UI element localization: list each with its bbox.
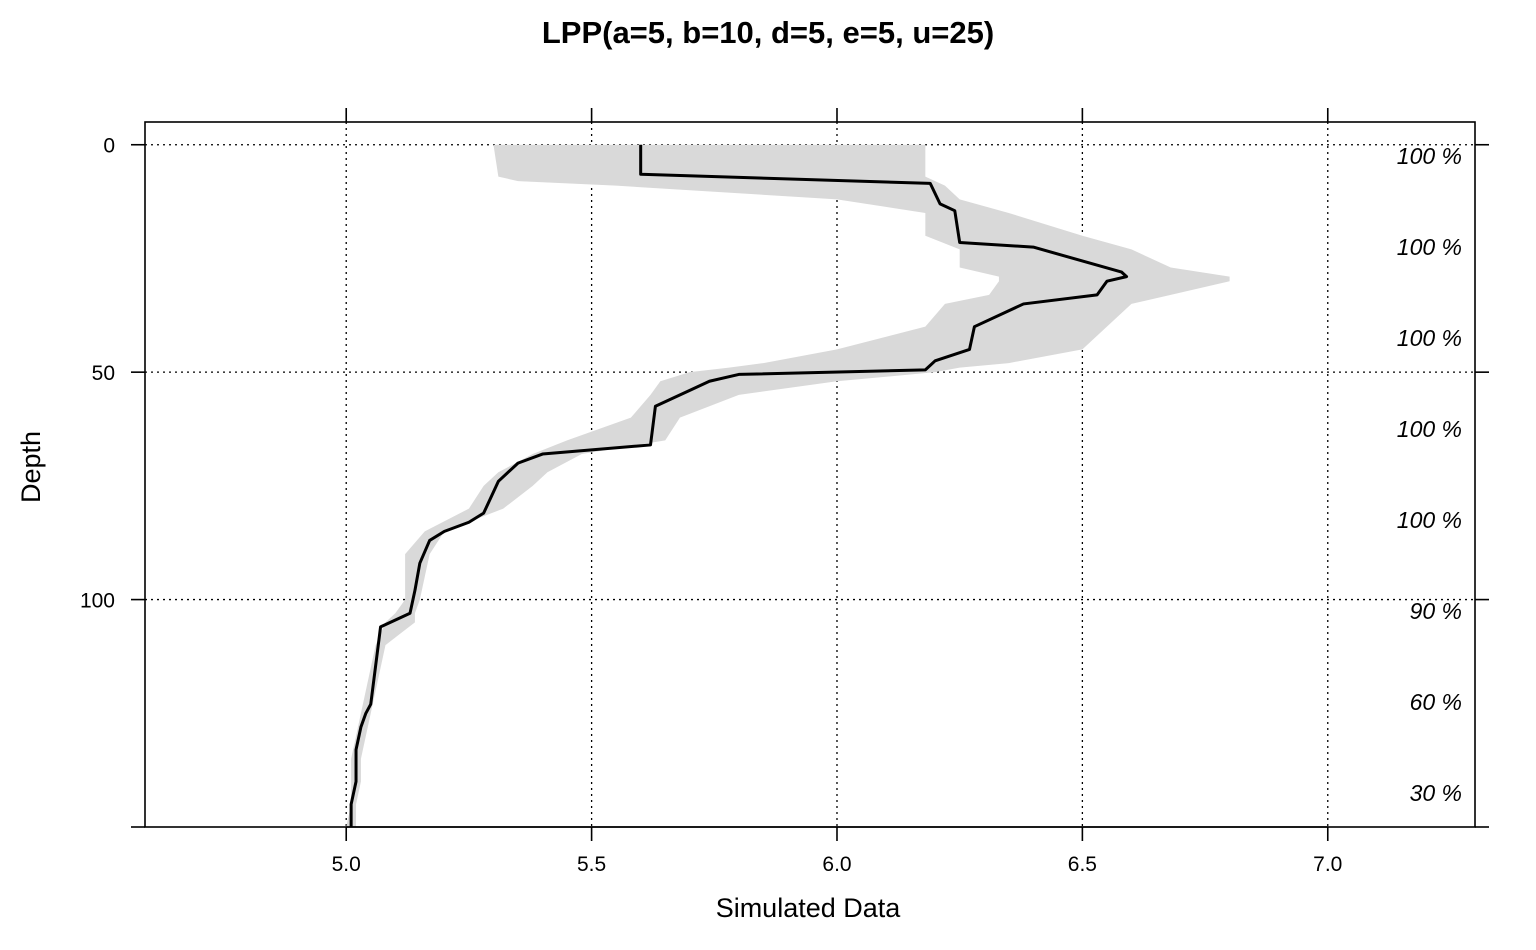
uncertainty-band [346, 144, 1230, 827]
x-axis: 5.0 5.5 6.0 6.5 7.0 [332, 108, 1342, 876]
percent-label: 100 % [1397, 416, 1462, 442]
y-tick-label: 100 [80, 590, 115, 613]
x-tick-label: 7.0 [1313, 853, 1342, 876]
x-tick-label: 6.0 [822, 853, 851, 876]
percent-label: 100 % [1397, 325, 1462, 351]
percent-label: 100 % [1397, 143, 1462, 169]
x-axis-label: Simulated Data [716, 893, 902, 923]
percent-label: 90 % [1410, 598, 1462, 624]
y-tick-label: 0 [103, 135, 115, 158]
band-layer [346, 144, 1230, 827]
percent-label: 60 % [1410, 689, 1462, 715]
y-axis-label: Depth [16, 431, 46, 503]
x-tick-label: 5.5 [577, 853, 606, 876]
line-layer [349, 144, 1129, 827]
percent-labels: 100 % 100 % 100 % 100 % 100 % 90 % 60 % 30 % [1397, 143, 1462, 806]
percent-label: 100 % [1397, 234, 1462, 260]
percent-label: 100 % [1397, 507, 1462, 533]
x-tick-label: 5.0 [332, 853, 361, 876]
percent-label: 30 % [1410, 780, 1462, 806]
chart-title: LPP(a=5, b=10, d=5, e=5, u=25) [542, 15, 994, 50]
y-axis: 0 50 100 [80, 135, 1489, 828]
x-tick-label: 6.5 [1068, 853, 1097, 876]
profile-line [349, 144, 1129, 827]
y-tick-label: 50 [92, 362, 115, 385]
